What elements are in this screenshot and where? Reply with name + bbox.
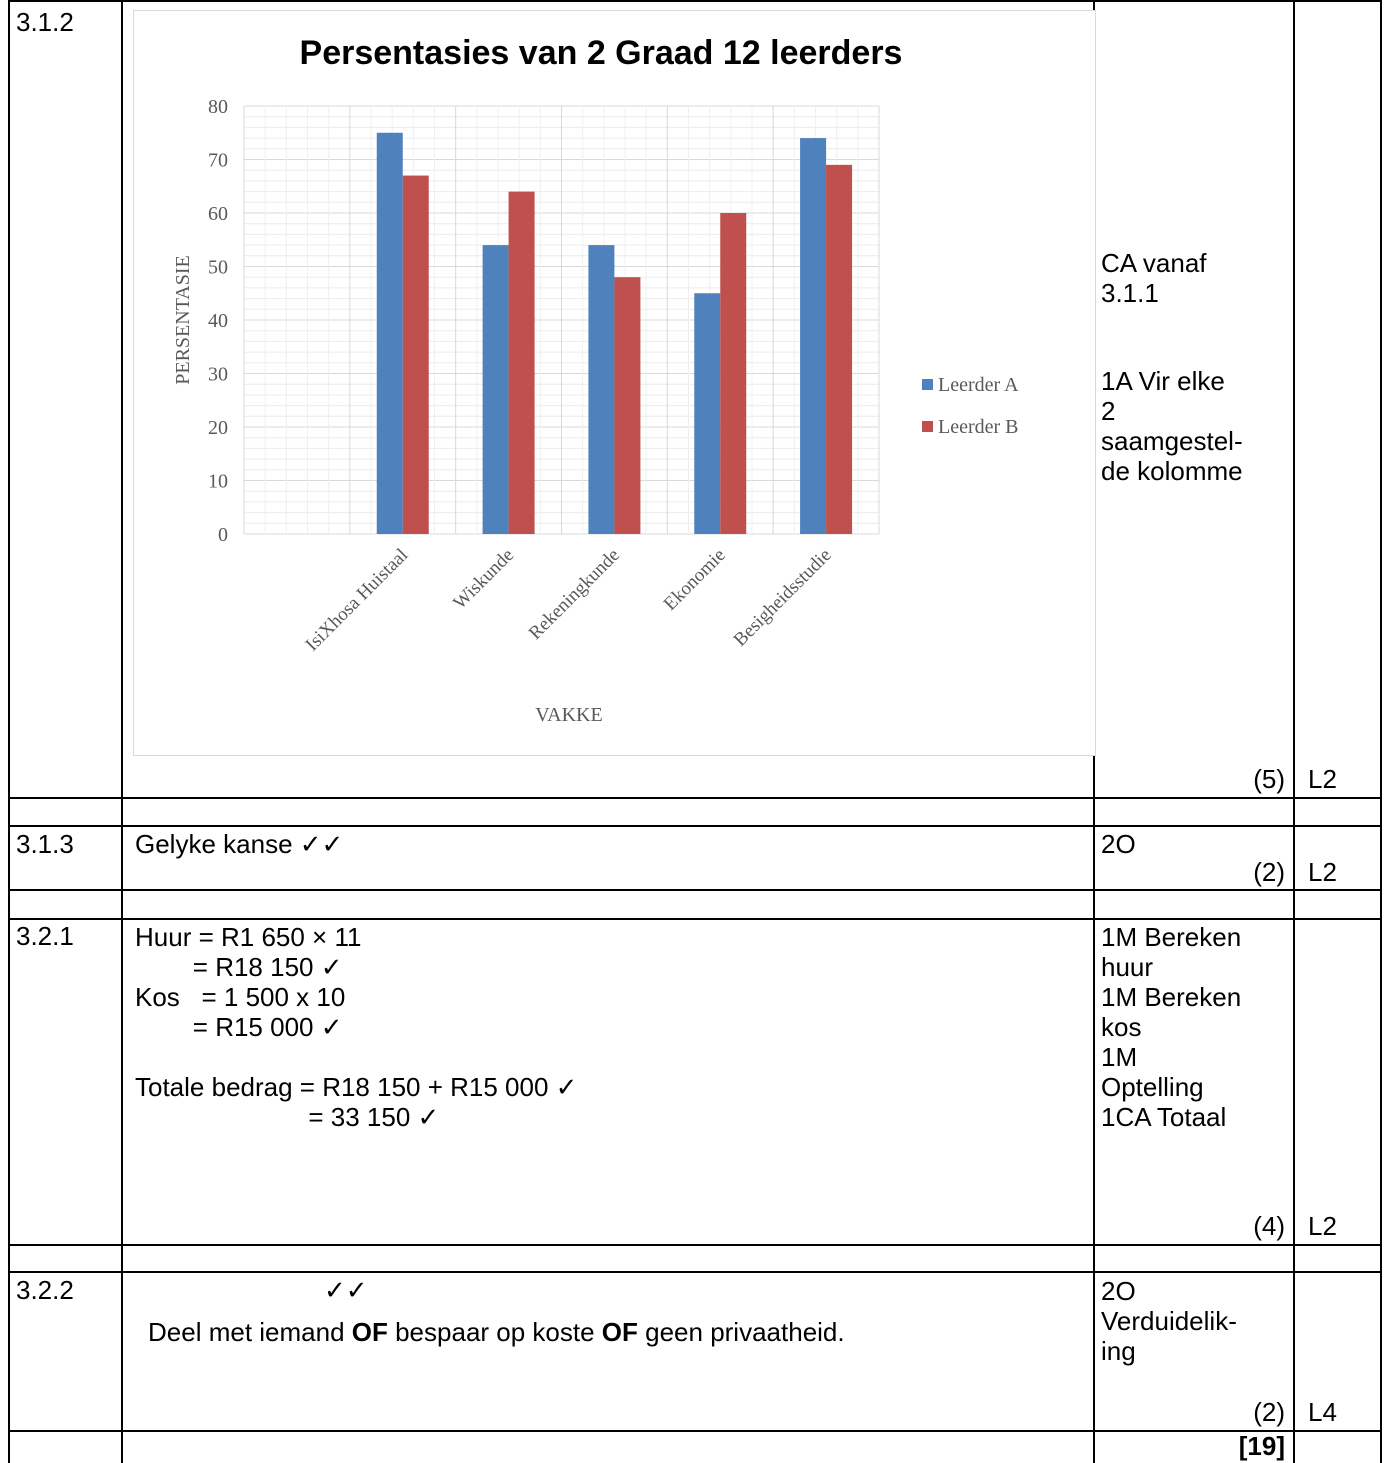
y-tick-label: 50 [208,257,228,279]
memo-line: de kolomme [1101,456,1243,486]
memo-line [1101,308,1243,366]
bar [402,175,429,535]
y-tick-label: 20 [208,417,228,439]
x-tick-label: Besigheidsstudie [730,545,836,651]
level: L2 [1308,764,1337,794]
bar [614,277,641,534]
answer-part: geen privaatheid. [637,1317,845,1347]
question-number: 3.1.2 [16,7,74,37]
memo-line: 2O [1101,1276,1136,1306]
answer: Deel met iemand OF bespaar op koste OF g… [148,1318,845,1346]
chart-title: Persentasies van 2 Graad 12 leerders [300,34,903,72]
x-tick-label: Rekeningkunde [525,545,624,644]
memo-line: CA vanaf [1101,248,1207,278]
legend-label: Leerder B [938,416,1019,438]
calc-line: = 33 150 ✓ [135,1102,440,1132]
chart-svg: Persentasies van 2 Graad 12 leerders 0 10 2… [172,34,1019,726]
level: L2 [1308,1211,1337,1241]
memo-line: 1CA Totaal [1101,1102,1227,1132]
col-divider [121,0,123,1463]
calc-line: Kos = 1 500 x 10 [135,982,346,1012]
memo-312: CA vanaf 3.1.1 1A Vir elke 2 saamgestel-… [1101,248,1243,486]
question-number: 3.1.3 [16,829,74,859]
col-divider [1380,0,1382,1463]
x-tick-label: Wiskunde [449,545,518,614]
answer: Gelyke kanse ✓✓ [135,829,344,859]
bar [508,191,535,534]
row-divider [8,889,1382,891]
marks: (5) [1253,764,1285,794]
memo-line: 1M [1101,1042,1138,1072]
row-divider [8,1244,1382,1246]
memo-line: Verduidelik- [1101,1306,1237,1336]
y-tick-label: 10 [208,471,228,493]
row-divider [8,1430,1382,1432]
y-axis-label: PERSENTASIE [172,255,194,385]
memo-line: Optelling [1101,1072,1204,1102]
memo-line: saamgestel- [1101,426,1243,456]
answer-part-bold: OF [601,1317,638,1347]
memo-line: 1M Bereken [1101,922,1242,952]
marks: (2) [1253,857,1285,887]
y-tick-label: 40 [208,310,228,332]
bar [588,245,615,534]
question-number: 3.2.1 [16,921,74,951]
total-marks: [19] [1238,1431,1285,1461]
memo-line: ing [1101,1336,1136,1366]
calc-line: = R18 150 ✓ [135,952,343,982]
calculation: Huur = R1 650 × 11 = R18 150 ✓ Kos = 1 5… [135,922,577,1132]
legend-label: Leerder A [938,374,1019,396]
row-divider [8,797,1382,799]
marks: (4) [1253,1211,1285,1241]
bar-chart: Persentasies van 2 Graad 12 leerders 0 10 2… [133,10,1096,756]
calc-line: Totale bedrag = R18 150 + R15 000 ✓ [135,1072,578,1102]
y-tick-label: 70 [208,150,228,172]
tick-marks: ✓✓ [324,1275,368,1305]
row-divider [8,918,1382,920]
bar [826,164,853,534]
bar [376,132,403,534]
table-border-top [8,0,1382,2]
legend-swatch [922,379,933,390]
memo-line: huur [1101,952,1154,982]
memo-line: kos [1101,1012,1142,1042]
x-tick-label: Ekonomie [660,545,730,615]
memo-line: 2 [1101,396,1116,426]
y-tick-label: 60 [208,203,228,225]
col-divider [8,0,10,1463]
memo: 2O [1101,829,1136,859]
level: L2 [1308,857,1337,887]
col-divider [1293,0,1295,1463]
memo-line: 1A Vir elke [1101,366,1225,396]
row-divider [8,825,1382,827]
y-tick-label: 30 [208,364,228,386]
row-divider [8,1271,1382,1273]
bar [800,138,827,534]
y-tick-label: 0 [218,524,228,546]
y-tick-label: 80 [208,96,228,118]
bar [720,213,747,534]
calc-line: Huur = R1 650 × 11 [135,922,362,952]
memo-322: 2O Verduidelik- ing [1101,1276,1237,1366]
memo-line: 3.1.1 [1101,278,1159,308]
memo-321: 1M Bereken huur 1M Bereken kos 1M Optell… [1101,922,1241,1132]
calc-line [135,1042,577,1072]
legend-swatch [922,421,933,432]
x-axis-label: VAKKE [535,704,602,726]
bar [482,245,509,534]
question-number: 3.2.2 [16,1275,74,1305]
marks: (2) [1253,1397,1285,1427]
bar [694,293,721,534]
calc-line: = R15 000 ✓ [135,1012,343,1042]
memo-line: 1M Bereken [1101,982,1242,1012]
answer-part: bespaar op koste [387,1317,602,1347]
answer-part-bold: OF [351,1317,388,1347]
level: L4 [1308,1397,1337,1427]
answer-part: Deel met iemand [148,1317,352,1347]
x-tick-label: IsiXhosa Huistaal [302,545,413,656]
